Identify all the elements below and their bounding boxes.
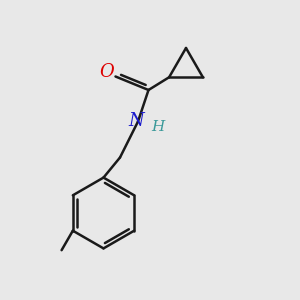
Text: N: N	[129, 112, 144, 130]
Text: H: H	[151, 120, 164, 134]
Text: O: O	[99, 63, 114, 81]
